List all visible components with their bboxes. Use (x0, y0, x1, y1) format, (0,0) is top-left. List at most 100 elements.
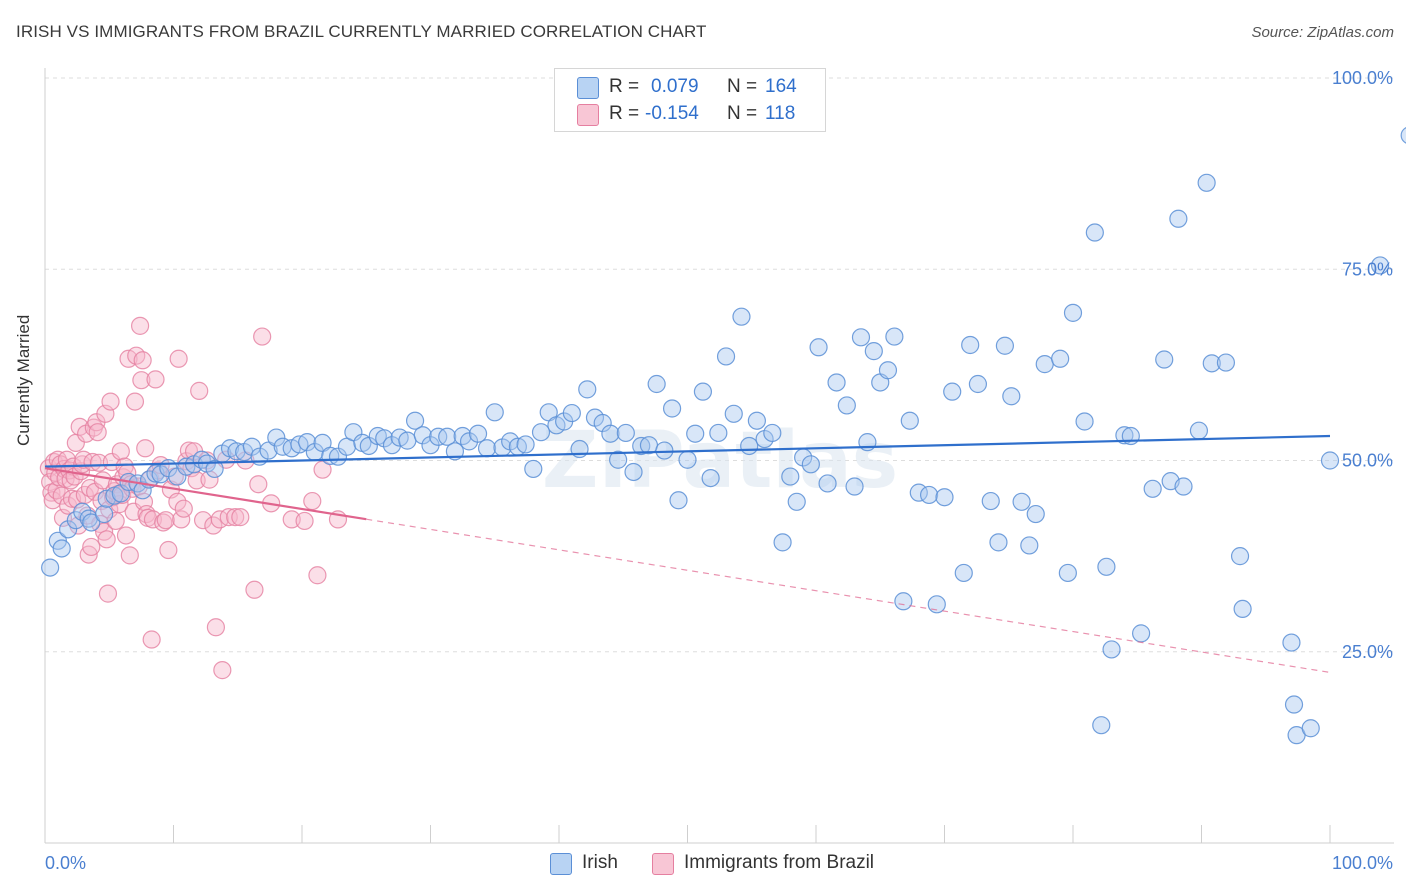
irish-point (1012, 492, 1031, 511)
brazil-swatch (652, 853, 674, 875)
irish-point (809, 338, 828, 357)
irish-point (1075, 412, 1094, 431)
y-tick-label: 25.0% (1342, 642, 1393, 662)
irish-point (1026, 504, 1045, 524)
irish-point (1143, 479, 1162, 498)
n-value: 118 (765, 103, 796, 124)
irish-point (1174, 477, 1193, 496)
brazil-point (101, 392, 120, 411)
irish-point (845, 477, 864, 496)
irish-point (1400, 127, 1406, 144)
brazil-point (127, 346, 146, 365)
brazil-point (125, 392, 145, 411)
irish-point (59, 520, 78, 539)
irish-points (41, 127, 1406, 745)
brazil-point (245, 580, 264, 599)
grid-layer (45, 77, 1394, 653)
y-tick-label: 50.0% (1342, 451, 1393, 471)
r-value: -0.154 (645, 103, 699, 124)
trend-lines (44, 434, 1331, 673)
irish-point (919, 485, 939, 505)
irish-point (1202, 354, 1221, 373)
irish-swatch (577, 77, 599, 99)
r-label: R = (609, 103, 640, 124)
irish-point (1189, 421, 1209, 440)
irish-point (662, 399, 682, 418)
irish-point (468, 424, 488, 443)
source-label: Source: ZipAtlas.com (1251, 24, 1394, 41)
brazil-point (106, 511, 125, 531)
irish-point (995, 336, 1014, 355)
irish-point (763, 423, 782, 443)
irish-point (981, 491, 1000, 511)
irish-point (1102, 640, 1121, 659)
r-label: R = (609, 76, 640, 97)
irish-point (168, 467, 187, 486)
brazil-point (97, 530, 116, 549)
irish-point (1020, 536, 1039, 555)
irish-point (82, 513, 101, 532)
brazil-point (249, 475, 268, 494)
irish-point (1320, 451, 1340, 470)
irish-point (52, 539, 71, 558)
n-label: N = (727, 103, 758, 124)
irish-point (562, 403, 581, 423)
brazil-point (169, 349, 188, 368)
irish-point (632, 436, 651, 456)
y-tick-label: 75.0% (1342, 259, 1393, 279)
irish-point (375, 429, 394, 448)
brazil-point (88, 423, 107, 442)
irish-point (655, 441, 674, 460)
y-tick-label: 100.0% (1332, 68, 1393, 88)
irish-point (885, 327, 904, 346)
brazil-point (154, 513, 173, 532)
irish-point (95, 504, 114, 524)
irish-point (678, 450, 697, 469)
irish-point (624, 462, 643, 482)
brazil-point (226, 508, 245, 527)
correlation-legend: R = 0.079 N = 164 R = -0.154 N = 118 (554, 68, 826, 132)
irish-point (1169, 209, 1188, 228)
irish-point (935, 488, 954, 507)
brazil-trend-line (44, 467, 367, 521)
irish-point (787, 492, 806, 511)
irish-point (578, 380, 597, 399)
irish-point (943, 382, 962, 401)
irish-point (601, 424, 620, 443)
irish-point (900, 411, 919, 430)
irish-point (968, 374, 988, 394)
irish-point (1063, 303, 1083, 322)
irish-point (328, 447, 348, 466)
irish-point (818, 474, 837, 493)
irish-point (1284, 695, 1304, 714)
irish-point (1002, 387, 1021, 406)
irish-point (405, 411, 425, 430)
brazil-point (159, 540, 178, 560)
irish-point (445, 442, 465, 461)
n-label: N = (727, 76, 758, 97)
irish-point (1282, 633, 1301, 652)
irish-point (205, 459, 224, 479)
irish-point (827, 373, 846, 392)
brazil-points (39, 316, 348, 680)
brazil-point (98, 584, 118, 603)
brazil-point (116, 526, 136, 545)
brazil-swatch (577, 104, 599, 126)
brazil-point (82, 537, 101, 557)
irish-point (837, 396, 856, 415)
irish-point (961, 335, 980, 355)
irish-point (524, 459, 543, 479)
brazil-point (133, 351, 152, 370)
irish-point (1058, 563, 1077, 583)
irish-point (298, 433, 317, 452)
irish-point (413, 426, 432, 445)
irish-point (398, 431, 417, 450)
irish-point (709, 423, 728, 443)
irish-point (747, 411, 766, 430)
brazil-point (213, 661, 232, 680)
irish-point (1085, 223, 1104, 242)
irish-point (894, 592, 913, 611)
irish-point (1371, 256, 1390, 275)
brazil-point (295, 511, 314, 531)
